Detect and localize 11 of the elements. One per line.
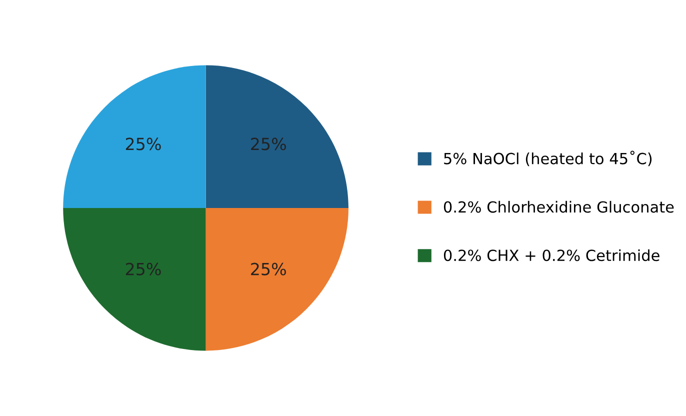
data-label: 25% — [251, 262, 286, 276]
data-label: 25% — [251, 138, 286, 150]
pie-slice — [63, 208, 206, 351]
pie-slice — [63, 65, 206, 208]
legend-label: 0.2% Chlorhexidine Gluconate — [444, 200, 674, 213]
data-label: 25% — [126, 262, 161, 276]
pie-slice — [206, 208, 348, 351]
data-label: 25% — [126, 138, 161, 150]
pie-slice — [206, 65, 348, 208]
legend-label: 5% NaOCl (heated to 45˚C) — [444, 150, 652, 166]
legend-label: 0.2% CHX + 0.2% Cetrimide — [444, 249, 660, 262]
